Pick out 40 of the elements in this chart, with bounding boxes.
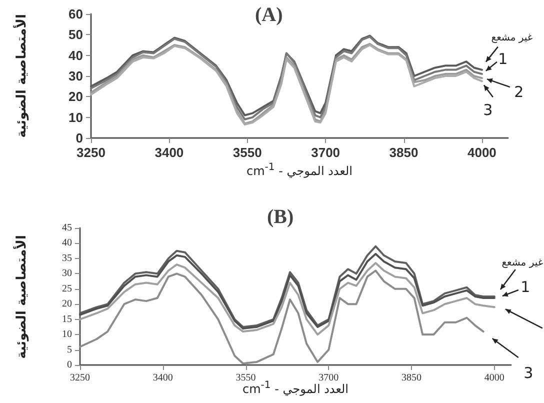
y-tick-label: 50 — [68, 27, 83, 42]
y-tick-label: 10 — [68, 110, 83, 125]
y-tick-label: 10 — [62, 329, 72, 340]
y-tick-label: 40 — [68, 48, 83, 63]
chart-title: (A) — [255, 4, 283, 26]
y-tick-label: 30 — [62, 268, 72, 280]
x-tick-label: 3550 — [232, 145, 262, 160]
x-tick-label: 3400 — [152, 372, 173, 384]
y-axis-title: الأمتصاصية الضوئية — [14, 234, 30, 358]
y-tick-label: 60 — [68, 6, 83, 22]
y-tick-label: 0 — [76, 130, 83, 146]
y-tick-label: 5 — [67, 344, 72, 356]
y-tick-label: 25 — [62, 283, 72, 294]
y-tick-label: 40 — [62, 238, 72, 249]
text: 2 — [514, 83, 524, 102]
y-tick-label: 35 — [62, 252, 72, 264]
y-tick-label: 45 — [62, 222, 72, 234]
y-tick-label: 20 — [62, 298, 72, 310]
x-tick-label: 3700 — [311, 145, 340, 160]
y-tick-label: 20 — [68, 89, 83, 104]
x-tick-label: 3400 — [154, 145, 184, 160]
text: غير مشعع — [491, 32, 533, 44]
x-tick-label: 3850 — [389, 145, 418, 160]
y-axis-title: الأمتصاصية الضوئية — [14, 14, 30, 138]
y-tick-label: 15 — [62, 314, 72, 325]
chart-title: (B) — [267, 206, 294, 228]
x-tick-label: 3250 — [70, 372, 90, 384]
series-label: 3 — [483, 101, 493, 120]
x-tick-label: 4000 — [484, 372, 504, 384]
text: 3 — [524, 364, 534, 382]
x-tick-label: 3550 — [236, 372, 256, 384]
series-label: 1 — [520, 278, 530, 296]
x-tick-label: 3700 — [318, 372, 339, 384]
x-tick-label: 3850 — [402, 372, 422, 384]
y-tick-label: 30 — [68, 68, 83, 84]
text: غير مشعع — [502, 257, 544, 268]
x-tick-label: 3250 — [76, 145, 106, 160]
x-tick-label: 4000 — [467, 145, 496, 160]
y-tick-label: 0 — [67, 360, 72, 370]
series-label: 1 — [498, 50, 508, 68]
